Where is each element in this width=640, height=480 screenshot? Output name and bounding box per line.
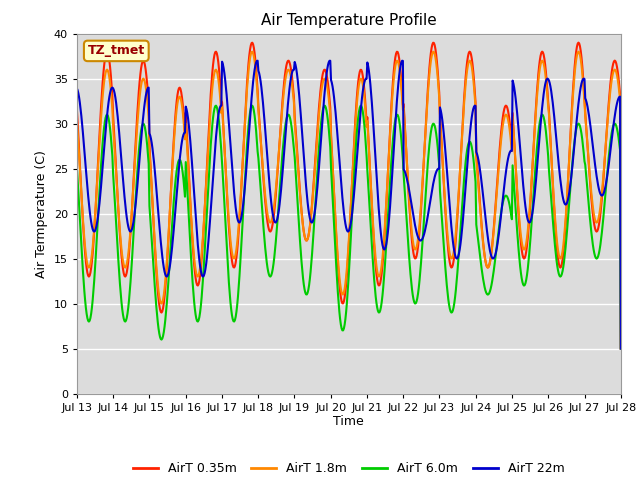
Title: Air Temperature Profile: Air Temperature Profile [261,13,436,28]
Text: TZ_tmet: TZ_tmet [88,44,145,58]
Y-axis label: Air Termperature (C): Air Termperature (C) [35,150,48,277]
Legend: AirT 0.35m, AirT 1.8m, AirT 6.0m, AirT 22m: AirT 0.35m, AirT 1.8m, AirT 6.0m, AirT 2… [127,457,570,480]
X-axis label: Time: Time [333,415,364,429]
